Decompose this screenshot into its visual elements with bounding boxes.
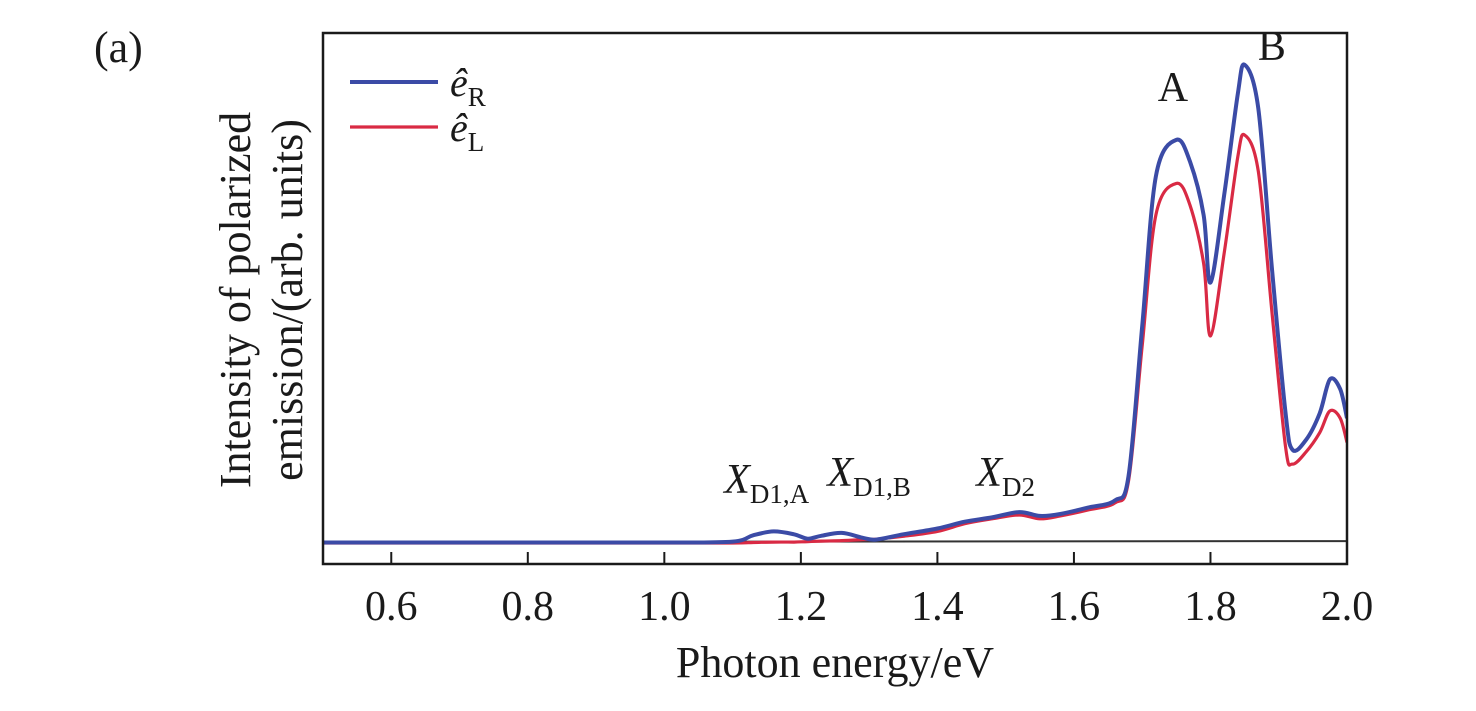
legend-label-l: êL [450, 105, 484, 157]
y-axis-title-line-2: emission/(arb. units) [263, 119, 312, 481]
peak-label-b: B [1258, 24, 1286, 70]
x-tick-label: 1.4 [911, 584, 964, 630]
defect-label-d1-b: XD1,B [825, 450, 910, 502]
x-tick-label: 1.6 [1048, 584, 1101, 630]
x-tick-label: 1.8 [1184, 584, 1237, 630]
y-axis-title: Intensity of polarized emission/(arb. un… [211, 112, 312, 488]
defect-label-d2: XD2 [974, 450, 1035, 502]
series-line-l [323, 132, 1347, 545]
peak-label-a: A [1158, 65, 1189, 111]
x-tick-label: 2.0 [1321, 584, 1374, 630]
x-tick-label: 1.2 [775, 584, 828, 630]
legend-label-r: êR [450, 60, 486, 112]
x-tick-label: 0.6 [365, 584, 418, 630]
annotations: A B XD1,A XD1,B XD2 [722, 24, 1286, 509]
panel-label: (a) [94, 23, 143, 72]
y-axis-title-line-1: Intensity of polarized [211, 112, 260, 488]
plot-area [323, 62, 1347, 545]
series-line-r [323, 62, 1347, 545]
x-tick-label: 0.8 [502, 584, 555, 630]
plot-frame [321, 31, 1349, 566]
x-axis-title: Photon energy/eV [676, 638, 994, 687]
x-axis: 0.6 0.8 1.0 1.2 1.4 1.6 1.8 2.0 [365, 552, 1373, 630]
defect-label-d1-a: XD1,A [722, 457, 809, 509]
x-tick-label: 1.0 [638, 584, 691, 630]
